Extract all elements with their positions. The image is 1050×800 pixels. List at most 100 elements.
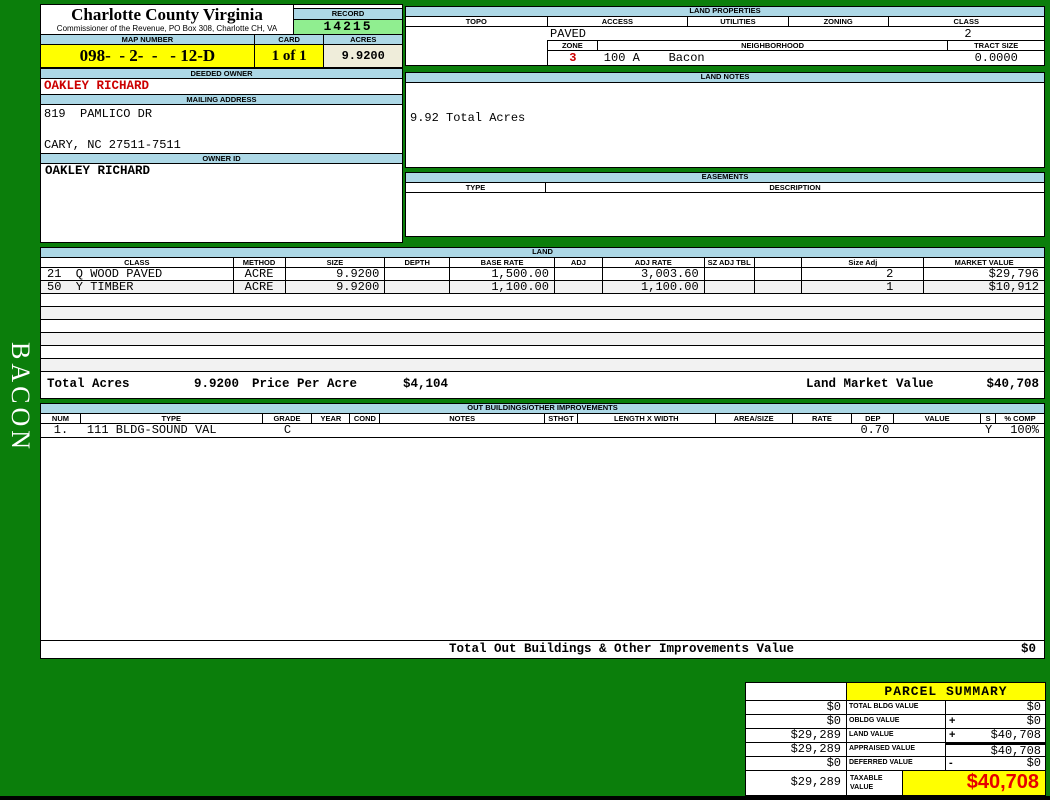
col-s: S	[981, 414, 997, 423]
price-per-acre-value: $4,104	[402, 377, 448, 391]
deeded-owner-value: OAKLEY RICHARD	[44, 79, 150, 93]
col-grade: GRADE	[263, 414, 313, 423]
out-building-row: 1. 111 BLDG-SOUND VAL C 0.70 Y 100%	[41, 424, 1044, 438]
price-per-acre-label: Price Per Acre	[252, 377, 358, 391]
summary-label: LAND VALUE	[847, 729, 946, 742]
col-blank	[755, 258, 803, 267]
easements-card: EASEMENTS TYPE DESCRIPTION	[405, 172, 1045, 237]
summary-label: DEFERRED VALUE	[847, 757, 946, 770]
ob-rate	[793, 424, 853, 437]
col-year: YEAR	[312, 414, 351, 423]
col-dep: DEP	[852, 414, 895, 423]
land-notes-card: LAND NOTES 9.92 Total Acres	[405, 72, 1045, 168]
land-size-adj: 2	[802, 268, 925, 280]
acres-label: ACRES	[324, 34, 402, 45]
record-number: 14215	[294, 20, 402, 34]
map-number-label: MAP NUMBER	[41, 34, 255, 45]
summary-label: APPRAISED VALUE	[847, 743, 946, 756]
col-size-adj: Size Adj	[802, 258, 925, 267]
col-market-value: MARKET VALUE	[954, 258, 1014, 267]
tract-size-value: 0.0000	[974, 51, 1018, 65]
land-empty-row	[41, 346, 1044, 359]
summary-left-value: $29,289	[746, 743, 847, 756]
land-properties-card: LAND PROPERTIES TOPO ACCESS UTILITIES ZO…	[405, 6, 1045, 66]
record-box: RECORD 14215	[294, 5, 402, 34]
summary-row-obldg: $0 OBLDG VALUE + $0	[746, 715, 1045, 729]
county-title: Charlotte County Virginia	[71, 5, 263, 24]
land-base-rate: 1,500.00	[450, 268, 555, 280]
ob-sthgt	[545, 424, 578, 437]
land-table-card: LAND CLASS METHOD SIZE DEPTH BASE RATE A…	[40, 247, 1045, 399]
out-buildings-card: OUT BUILDINGS/OTHER IMPROVEMENTS NUM TYP…	[40, 403, 1045, 659]
land-class: 50 Y TIMBER	[41, 281, 234, 293]
summary-row-land: $29,289 LAND VALUE + $40,708	[746, 729, 1045, 743]
land-blank	[755, 281, 803, 293]
land-market-value-total: $40,708	[986, 377, 1039, 391]
out-buildings-title: OUT BUILDINGS/OTHER IMPROVEMENTS	[41, 404, 1044, 414]
land-adj-rate: 1,100.00	[603, 281, 705, 293]
taxable-label: TAXABLE VALUE	[847, 771, 903, 795]
out-buildings-total-row: Total Out Buildings & Other Improvements…	[41, 641, 1044, 658]
zone-label: ZONE	[548, 41, 598, 50]
land-empty-row	[41, 294, 1044, 307]
col-zoning: ZONING	[789, 17, 889, 26]
land-row: 50 Y TIMBER ACRE 9.9200 1,100.00 1,100.0…	[41, 281, 1044, 294]
out-buildings-header: NUM TYPE GRADE YEAR COND NOTES STHGT LEN…	[41, 414, 1044, 424]
col-cond: COND	[350, 414, 381, 423]
summary-left-value: $0	[746, 701, 847, 714]
land-depth	[385, 268, 451, 280]
ob-grade: C	[283, 423, 292, 437]
district-sidebar-label: BACON	[6, 342, 35, 454]
col-class: CLASS	[953, 17, 979, 26]
col-length-width: LENGTH X WIDTH	[578, 414, 716, 423]
col-sthgt: STHGT	[545, 414, 578, 423]
land-blank	[755, 268, 803, 280]
summary-value: $40,708	[990, 728, 1041, 742]
summary-left-value: $29,289	[746, 729, 847, 742]
land-empty-row	[41, 320, 1044, 333]
summary-operator: +	[949, 715, 956, 727]
mailing-address-block: 819 PAMLICO DR CARY, NC 27511-7511	[41, 107, 402, 153]
county-title-box: Charlotte County Virginia Commissioner o…	[41, 5, 294, 34]
col-sz-adj-tbl: SZ ADJ TBL	[705, 258, 755, 267]
access-value: PAVED	[550, 27, 587, 41]
land-table-title: LAND	[41, 248, 1044, 258]
land-empty-row	[41, 333, 1044, 346]
ob-dep: 0.70	[860, 423, 890, 437]
parcel-summary-title: PARCEL SUMMARY	[847, 683, 1045, 700]
summary-row-taxable: $29,289 TAXABLE VALUE $40,708	[746, 771, 1045, 795]
col-topo: TOPO	[406, 17, 548, 26]
ob-num: 1.	[53, 423, 69, 437]
land-base-rate: 1,100.00	[450, 281, 555, 293]
out-buildings-empty-area	[41, 438, 1044, 641]
land-adj	[555, 281, 603, 293]
total-acres-value: 9.9200	[193, 377, 239, 391]
easements-title: EASEMENTS	[406, 173, 1044, 183]
record-label: RECORD	[294, 8, 402, 20]
ob-value	[894, 424, 981, 437]
summary-label: TOTAL BLDG VALUE	[847, 701, 946, 714]
land-class: 21 Q WOOD PAVED	[41, 268, 234, 280]
land-adj	[555, 268, 603, 280]
land-depth	[385, 281, 451, 293]
summary-row-total-bldg: $0 TOTAL BLDG VALUE $0	[746, 701, 1045, 715]
col-rate: RATE	[793, 414, 853, 423]
summary-value: $0	[1026, 756, 1041, 770]
land-notes-text: 9.92 Total Acres	[410, 111, 526, 125]
col-access: ACCESS	[548, 17, 689, 26]
summary-value: $0	[1026, 714, 1041, 728]
land-table-header: CLASS METHOD SIZE DEPTH BASE RATE ADJ AD…	[41, 258, 1044, 268]
col-adj-rate: ADJ RATE	[603, 258, 705, 267]
col-area-size: AREA/SIZE	[716, 414, 793, 423]
total-acres-label: Total Acres	[47, 377, 130, 391]
land-sz-adj-tbl	[705, 268, 755, 280]
land-empty-row	[41, 307, 1044, 320]
ob-cond	[350, 424, 380, 437]
col-pct-comp: % COMP	[1004, 414, 1036, 423]
land-sz-adj-tbl	[705, 281, 755, 293]
col-utilities: UTILITIES	[688, 17, 789, 26]
col-depth: DEPTH	[385, 258, 451, 267]
acres-value: 9.9200	[324, 45, 402, 67]
class-value: 2	[964, 27, 972, 41]
ob-area-size	[716, 424, 793, 437]
